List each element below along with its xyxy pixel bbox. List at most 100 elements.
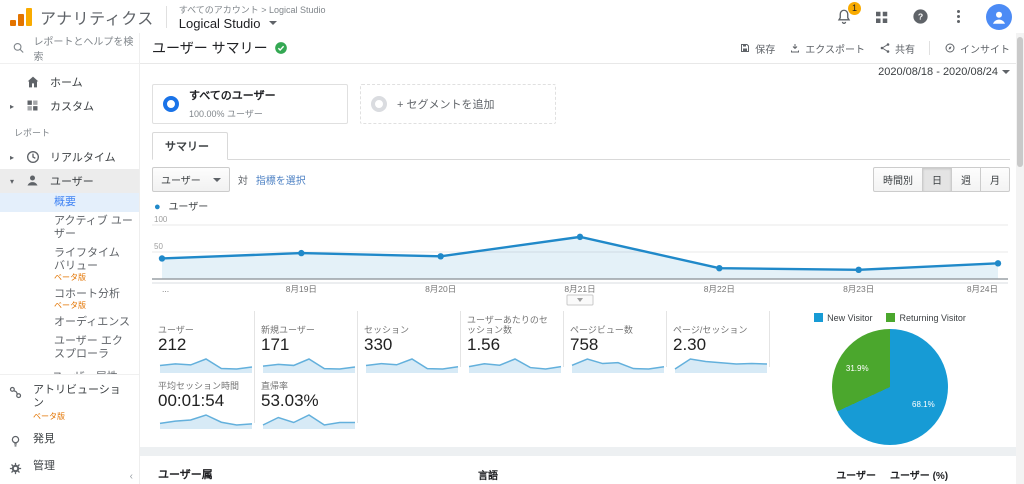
sidebar-item-attribution[interactable]: アトリビューション ベータ版 (0, 379, 139, 428)
metric-card-bounce-rate[interactable]: 直帰率 53.03% (255, 367, 358, 429)
analytics-logo-icon[interactable] (10, 7, 32, 26)
sidebar-item-custom[interactable]: ▸ カスタム (0, 94, 139, 118)
insights-button[interactable]: インサイト (944, 41, 1010, 56)
svg-text:100: 100 (154, 215, 168, 224)
svg-text:50: 50 (154, 242, 163, 251)
sidebar-collapse-icon[interactable]: ‹ (129, 471, 133, 482)
more-menu-button[interactable] (948, 7, 968, 27)
metric-card-sessions[interactable]: セッション 330 (358, 311, 461, 373)
search-icon (13, 42, 24, 53)
tab-summary[interactable]: サマリー (152, 132, 228, 160)
chart-controls: ユーザー 対 指標を選択 時間別 日 週 月 (152, 160, 1010, 196)
svg-text:8月21日: 8月21日 (564, 284, 595, 294)
metric-card-sessions-per-user[interactable]: ユーザーあたりのセッション数 1.56 (461, 311, 564, 373)
verified-check-icon (274, 42, 287, 54)
sparkline (571, 358, 665, 373)
metric-card-avg-session-duration[interactable]: 平均セッション時間 00:01:54 (152, 367, 255, 429)
add-segment-button[interactable]: + セグメントを追加 (360, 84, 556, 124)
breadcrumb: すべてのアカウント > Logical Studio (178, 4, 326, 15)
notification-badge: 1 (848, 1, 861, 15)
pie-legend: New Visitor Returning Visitor (814, 313, 966, 323)
notifications-button[interactable]: 1 (834, 1, 861, 27)
beta-badge: ベータ版 (54, 273, 86, 282)
apps-grid-button[interactable] (872, 7, 892, 27)
page-title: ユーザー サマリー (152, 38, 288, 58)
search-input[interactable]: レポートとヘルプを検索 (0, 33, 139, 64)
sparkline (159, 414, 253, 429)
scrollbar-thumb[interactable] (1017, 37, 1023, 167)
sidebar-item-admin[interactable]: 管理 (0, 455, 139, 482)
metric-dropdown[interactable]: ユーザー (152, 167, 230, 192)
person-icon (993, 11, 1005, 24)
metric-card-pageviews[interactable]: ページビュー数 758 (564, 311, 667, 373)
header-divider (165, 5, 167, 28)
metric-card-users[interactable]: ユーザー 212 (152, 311, 255, 373)
clock-icon (25, 149, 41, 165)
attribution-icon (8, 385, 24, 401)
segment-builder: すべてのユーザー 100.00% ユーザー + セグメントを追加 (152, 84, 1010, 124)
person-icon (25, 173, 41, 189)
account-selector[interactable]: Logical Studio (179, 16, 326, 31)
pie-slice-label-new: 68.1% (912, 399, 935, 409)
account-breadcrumb-block: すべてのアカウント > Logical Studio Logical Studi… (179, 3, 326, 31)
sidebar: レポートとヘルプを検索 ホーム ▸ カスタム レポート (0, 33, 140, 484)
chevron-down-icon (212, 177, 221, 182)
granularity-week-button[interactable]: 週 (952, 167, 981, 192)
metric-card-new-users[interactable]: 新規ユーザー 171 (255, 311, 358, 373)
select-metric-link[interactable]: 指標を選択 (255, 176, 306, 187)
svg-text:8月24日: 8月24日 (967, 284, 998, 294)
demographics-section: ユーザー属 言語▸ 国 市区町村 システム (152, 462, 1010, 484)
visitor-type-pie-chart[interactable]: 68.1% 31.9% (832, 329, 948, 445)
lightbulb-icon (8, 434, 24, 450)
download-icon (791, 44, 800, 53)
share-icon (880, 43, 890, 53)
sparkline (674, 358, 768, 373)
sparkline (262, 358, 356, 373)
users-line-chart[interactable]: 100 50... 8月19日 8月20日 8月21日 8月22日 8月23日 8月24日 (152, 215, 1008, 307)
pie-slice-label-returning: 31.9% (845, 363, 869, 373)
granularity-day-button[interactable]: 日 (923, 167, 952, 192)
sidebar-item-active-users[interactable]: アクティブ ユーザー (54, 215, 133, 240)
main-area: ユーザー サマリー 保存 エクスポート (140, 33, 1024, 484)
share-button[interactable]: 共有 (879, 41, 915, 56)
segment-ring-icon (371, 96, 387, 112)
vertical-scrollbar[interactable] (1016, 33, 1024, 484)
sidebar-item-audiences[interactable]: オーディエンス (54, 316, 131, 328)
chevron-down-icon (269, 21, 278, 25)
kebab-icon (956, 10, 960, 23)
sidebar-item-user-explorer[interactable]: ユーザー エクスプローラ (54, 335, 123, 360)
segment-all-users[interactable]: すべてのユーザー 100.00% ユーザー (152, 84, 348, 124)
sidebar-item-home[interactable]: ホーム (0, 70, 139, 94)
sidebar-item-demographics[interactable]: ▸ユーザー属性 (0, 364, 139, 374)
sparkline (159, 358, 253, 373)
top-header: アナリティクス すべてのアカウント > Logical Studio Logic… (0, 0, 1024, 33)
export-button[interactable]: エクスポート (789, 41, 865, 56)
toolbar-divider (929, 41, 930, 55)
sidebar-item-cohort-analysis[interactable]: コホート分析 ベータ版 (0, 285, 139, 313)
date-range-selector[interactable]: 2020/08/18 - 2020/08/24 (152, 66, 1010, 82)
search-placeholder: レポートとヘルプを検索 (33, 37, 134, 63)
save-button[interactable]: 保存 (739, 41, 775, 56)
home-icon (25, 74, 41, 90)
sidebar-item-overview[interactable]: 概要 (0, 193, 139, 212)
legend-swatch-new-visitor (814, 313, 824, 322)
segment-ring-icon (163, 96, 179, 112)
granularity-hourly-button[interactable]: 時間別 (873, 167, 923, 192)
sidebar-item-lifetime-value[interactable]: ライフタイム バリュー ベータ版 (0, 244, 139, 285)
metric-card-pages-per-session[interactable]: ページ/セッション 2.30 (667, 311, 770, 373)
user-avatar[interactable] (986, 3, 1012, 30)
sidebar-item-users[interactable]: ▾ ユーザー (0, 169, 139, 193)
sparkline (262, 414, 355, 429)
apps-grid-icon (876, 11, 888, 23)
sidebar-bottom-group: アトリビューション ベータ版 発見 (0, 374, 139, 484)
granularity-month-button[interactable]: 月 (981, 167, 1010, 192)
sparkline (365, 358, 459, 373)
language-table: 言語 ユーザー ユーザー (%) 1. ja 134 62.62% 2. (456, 462, 1010, 484)
sidebar-item-discover[interactable]: 発見 (0, 428, 139, 455)
reports-section-label: レポート (14, 128, 51, 138)
granularity-group: 時間別 日 週 月 (873, 167, 1010, 192)
help-icon: ? (912, 9, 928, 24)
help-button[interactable]: ? (910, 7, 930, 27)
sidebar-item-realtime[interactable]: ▸ リアルタイム (0, 145, 139, 169)
svg-text:8月22日: 8月22日 (704, 284, 735, 294)
